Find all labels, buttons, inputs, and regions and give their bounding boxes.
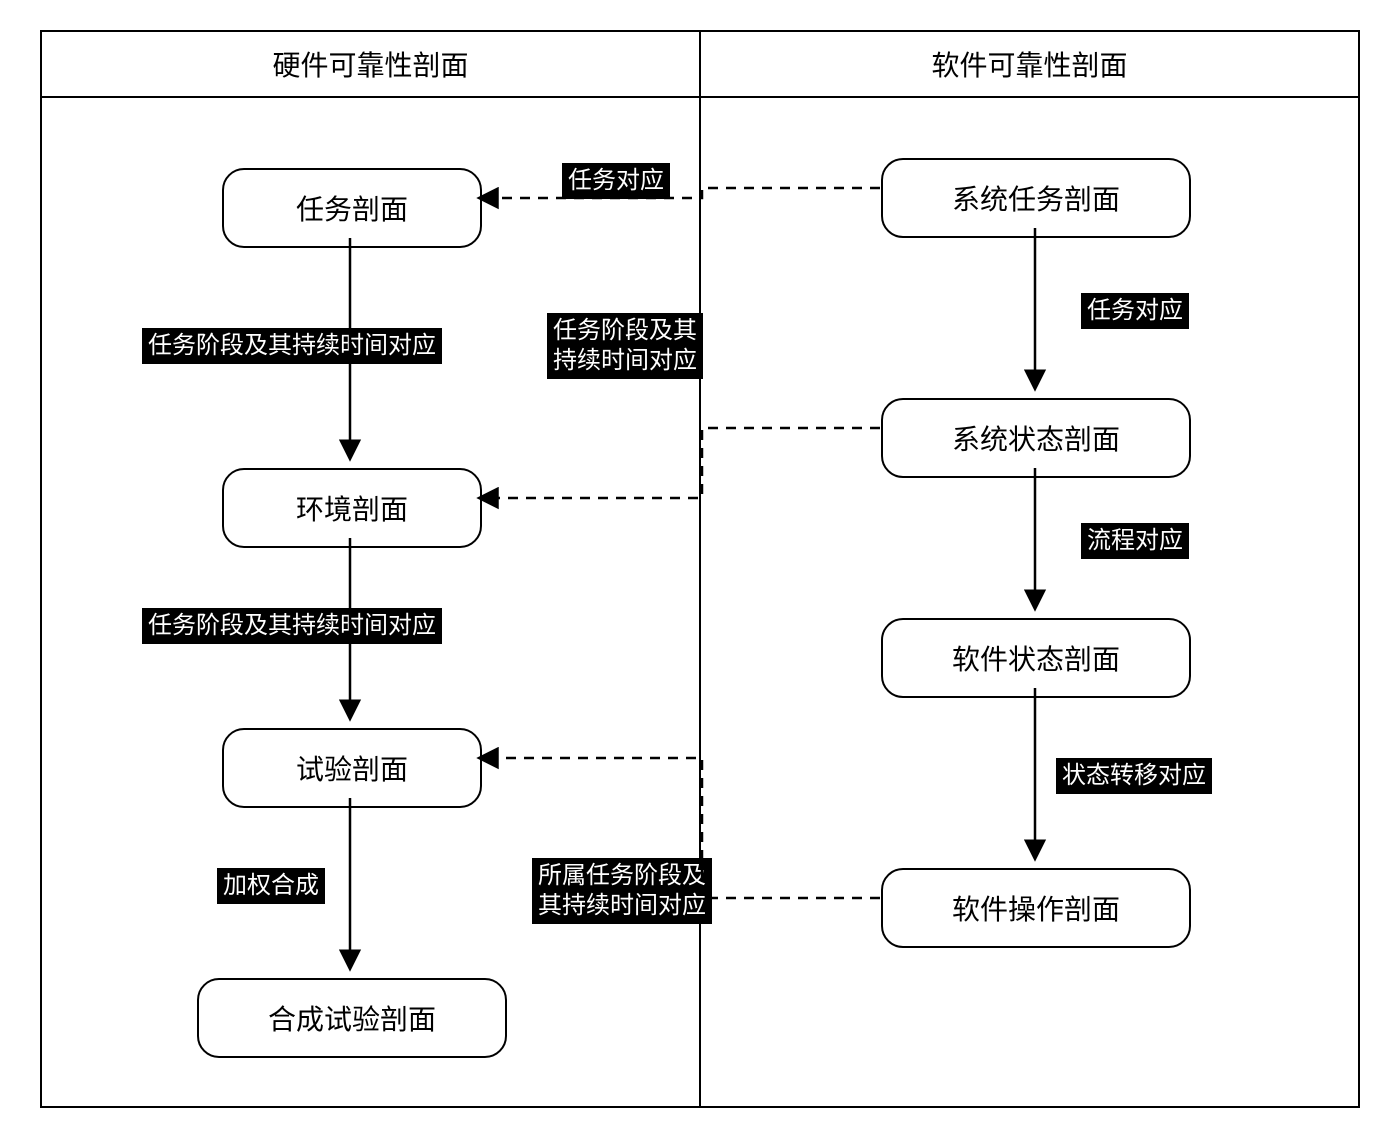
edge-label-dashed: 所属任务阶段及 其持续时间对应: [532, 858, 712, 924]
node-label: 系统任务剖面: [952, 178, 1120, 218]
hardware-column: 任务剖面环境剖面试验剖面合成试验剖面 任务阶段及其持续时间对应任务阶段及其持续时间…: [40, 98, 701, 1108]
edge-label: 任务对应: [1081, 293, 1189, 329]
node-label: 环境剖面: [296, 488, 408, 528]
node-hw_test: 试验剖面: [222, 728, 482, 808]
edge-label: 任务阶段及其持续时间对应: [142, 328, 442, 364]
edge-label: 任务阶段及其持续时间对应: [142, 608, 442, 644]
node-label: 软件操作剖面: [952, 888, 1120, 928]
reliability-profile-diagram: 硬件可靠性剖面 软件可靠性剖面 任务剖面环境剖面试验剖面合成试验剖面 任务阶段及其…: [40, 30, 1360, 1110]
node-sw_sw_state: 软件状态剖面: [881, 618, 1191, 698]
node-label: 系统状态剖面: [952, 418, 1120, 458]
node-sw_sys_task: 系统任务剖面: [881, 158, 1191, 238]
edge-label: 状态转移对应: [1056, 758, 1212, 794]
edge-label-dashed: 任务阶段及其 持续时间对应: [547, 313, 703, 379]
header-hardware: 硬件可靠性剖面: [40, 30, 701, 98]
header-software: 软件可靠性剖面: [701, 30, 1360, 98]
edge-label: 流程对应: [1081, 523, 1189, 559]
node-label: 软件状态剖面: [952, 638, 1120, 678]
node-sw_sys_state: 系统状态剖面: [881, 398, 1191, 478]
node-sw_op: 软件操作剖面: [881, 868, 1191, 948]
header-row: 硬件可靠性剖面 软件可靠性剖面: [40, 30, 1360, 98]
software-column: 系统任务剖面系统状态剖面软件状态剖面软件操作剖面 任务对应流程对应状态转移对应: [701, 98, 1360, 1108]
edge-label-dashed: 任务对应: [562, 163, 670, 199]
node-label: 任务剖面: [296, 188, 408, 228]
edge-label: 加权合成: [217, 868, 325, 904]
node-label: 合成试验剖面: [268, 998, 436, 1038]
body-row: 任务剖面环境剖面试验剖面合成试验剖面 任务阶段及其持续时间对应任务阶段及其持续时间…: [40, 98, 1360, 1108]
node-label: 试验剖面: [296, 748, 408, 788]
node-hw_synth: 合成试验剖面: [197, 978, 507, 1058]
node-hw_env: 环境剖面: [222, 468, 482, 548]
node-hw_task: 任务剖面: [222, 168, 482, 248]
